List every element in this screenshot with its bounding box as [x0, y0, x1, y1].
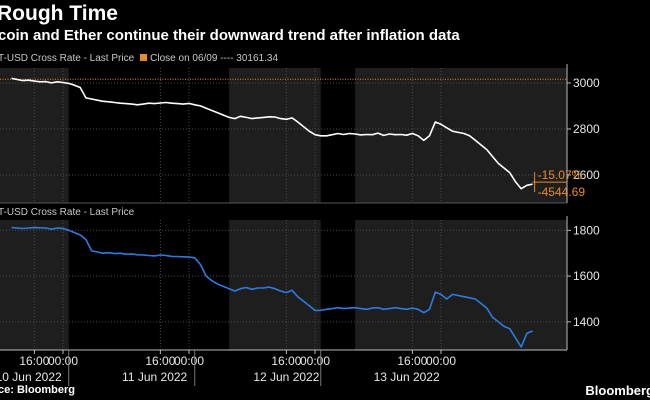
btc-price-line	[11, 77, 533, 190]
x-day-label: 10 Jun 2022	[0, 370, 62, 384]
eth-legend: T-USD Cross Rate - Last Price	[0, 207, 135, 218]
chart-title: Rough Time	[0, 2, 118, 25]
brand-logo: Bloomberg	[585, 383, 650, 398]
y-tick-label: 1600	[573, 269, 600, 283]
chart-subtitle: coin and Ether continue their downward t…	[0, 27, 460, 44]
shaded-band	[0, 68, 69, 203]
x-day-label: 11 Jun 2022	[122, 370, 187, 384]
source-note: ce: Bloomberg	[0, 384, 76, 396]
x-day-label: 13 Jun 2022	[374, 370, 440, 384]
shaded-band	[229, 68, 321, 203]
x-tick-label: 16:00	[397, 354, 427, 368]
eth-price-line	[11, 226, 533, 348]
y-tick-label: 2800	[573, 122, 600, 136]
x-tick-label: 16:00	[19, 354, 49, 368]
change-annotation: -15.07%	[538, 168, 583, 182]
x-day-label: 12 Jun 2022	[253, 370, 319, 384]
shaded-band	[355, 220, 567, 350]
x-tick-label: 16:00	[145, 354, 175, 368]
close-marker-legend: Close on 06/09 ---- 30161.34	[150, 53, 279, 64]
x-tick-label: 00:00	[300, 354, 330, 368]
y-tick-label: 3000	[573, 76, 600, 90]
y-tick-label: 2600	[573, 168, 600, 182]
btc-legend: T-USD Cross Rate - Last Price Close on 06…	[0, 53, 278, 64]
y-tick-label: 1400	[573, 315, 600, 329]
btc-legend-label: T-USD Cross Rate - Last Price	[0, 53, 135, 64]
shaded-band	[229, 220, 321, 350]
shaded-band	[355, 68, 567, 203]
x-tick-label: 00:00	[174, 354, 204, 368]
x-tick-label: 00:00	[426, 354, 456, 368]
x-tick-label: 16:00	[271, 354, 301, 368]
close-marker-swatch	[140, 54, 148, 61]
last-value-annotation: -4544.69	[538, 185, 586, 199]
y-tick-label: 1800	[573, 223, 600, 237]
x-tick-label: 00:00	[48, 354, 78, 368]
shaded-band	[0, 220, 69, 350]
